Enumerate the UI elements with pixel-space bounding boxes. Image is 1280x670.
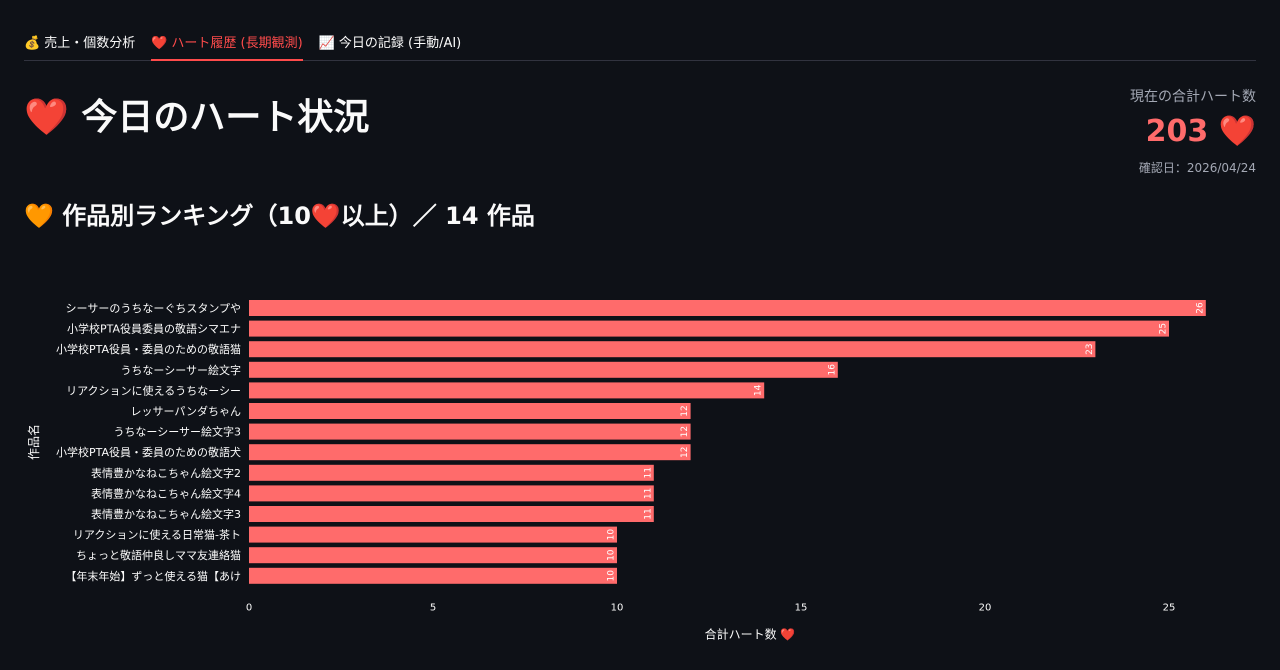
- tab-label: ハート履歴 (長期観測): [171, 36, 303, 51]
- tab-icon: 💰: [24, 36, 41, 51]
- category-label: リアクションに使える日常猫-茶ト: [73, 529, 241, 542]
- bar: [249, 300, 1206, 316]
- orange-heart-icon: 🧡: [24, 202, 54, 230]
- category-label: 表情豊かなねこちゃん絵文字2: [91, 466, 241, 480]
- page-title: ❤️ 今日のハート状況: [24, 88, 369, 140]
- heart-icon: ❤️: [24, 97, 69, 138]
- category-label: うちなーシーサー絵文字3: [113, 425, 241, 439]
- value-label: 11: [643, 508, 653, 519]
- x-tick-label: 25: [1163, 602, 1176, 613]
- value-label: 25: [1159, 323, 1169, 334]
- bar: [249, 444, 691, 461]
- value-label: 11: [643, 467, 653, 478]
- tab-0[interactable]: 💰 売上・個数分析: [24, 24, 135, 59]
- section-title-text: 作品別ランキング（10❤️以上）／ 14 作品: [62, 202, 535, 230]
- x-tick-label: 0: [246, 602, 252, 613]
- bar: [249, 547, 617, 564]
- ranking-bar-chart: シーサーのうちなーぐちスタンプや 26 小学校PTA役員委員の敬語シマエナ 25 小学校…: [26, 300, 1206, 641]
- x-tick-label: 15: [795, 602, 808, 613]
- section-title: 🧡 作品別ランキング（10❤️以上）／ 14 作品: [24, 196, 535, 231]
- category-label: 小学校PTA役員・委員のための敬語猫: [56, 342, 241, 356]
- y-axis-title: 作品名: [26, 424, 41, 460]
- value-label: 12: [680, 405, 690, 416]
- bar: [249, 341, 1096, 358]
- metric-label: 現在の合計ハート数: [1130, 89, 1256, 105]
- value-label: 16: [827, 364, 837, 376]
- tab-1[interactable]: ❤️ ハート履歴 (長期観測): [151, 24, 303, 61]
- tab-2[interactable]: 📈 今日の記録 (手動/AI): [319, 24, 462, 59]
- bar: [249, 485, 654, 502]
- tab-bar: 💰 売上・個数分析 ❤️ ハート履歴 (長期観測) 📈 今日の記録 (手動/AI): [24, 24, 1256, 61]
- value-label: 12: [680, 426, 690, 437]
- bar: [249, 423, 691, 440]
- category-label: うちなーシーサー絵文字: [120, 363, 241, 377]
- value-label: 26: [1195, 302, 1205, 314]
- x-tick-label: 20: [979, 602, 992, 613]
- bar: [249, 382, 765, 399]
- category-label: 表情豊かなねこちゃん絵文字4: [91, 486, 241, 500]
- value-label: 23: [1085, 343, 1095, 354]
- value-label: 14: [754, 384, 764, 396]
- bar: [249, 320, 1169, 337]
- x-axis-title: 合計ハート数 ❤️: [705, 626, 796, 641]
- tab-icon: 📈: [318, 36, 335, 51]
- category-label: 小学校PTA役員委員の敬語シマエナ: [67, 322, 241, 336]
- bar: [249, 403, 691, 419]
- category-label: 【年末年始】ずっと使える猫【あけ: [65, 569, 241, 583]
- metric-value: 203 ❤️: [1145, 114, 1256, 149]
- bar: [249, 464, 654, 481]
- category-label: ちょっと敬語仲良しママ友連絡猫: [76, 548, 241, 562]
- category-label: 表情豊かなねこちゃん絵文字3: [91, 507, 241, 521]
- category-label: シーサーのうちなーぐちスタンプや: [66, 302, 241, 315]
- bar: [249, 526, 617, 543]
- tab-icon: ❤️: [151, 36, 168, 51]
- x-tick-label: 5: [430, 602, 436, 613]
- value-label: 11: [643, 488, 653, 499]
- value-label: 10: [607, 529, 617, 541]
- tab-label: 売上・個数分析: [44, 36, 136, 51]
- page-title-text: 今日のハート状況: [81, 97, 370, 138]
- metric-date: 確認日：2026/04/24: [1138, 161, 1256, 175]
- total-hearts-metric: 現在の合計ハート数 203 ❤️ 確認日：2026/04/24: [1130, 86, 1256, 176]
- value-label: 10: [607, 549, 617, 561]
- value-label: 10: [607, 570, 617, 582]
- tab-label: 今日の記録 (手動/AI): [338, 36, 462, 51]
- x-tick-label: 10: [611, 602, 624, 613]
- bar: [249, 361, 838, 378]
- bar: [249, 506, 654, 522]
- value-label: 12: [680, 446, 690, 457]
- category-label: リアクションに使えるうちなーシー: [66, 384, 241, 397]
- category-label: レッサーパンダちゃん: [131, 404, 241, 418]
- bar: [249, 567, 617, 584]
- category-label: 小学校PTA役員・委員のための敬語犬: [56, 445, 241, 459]
